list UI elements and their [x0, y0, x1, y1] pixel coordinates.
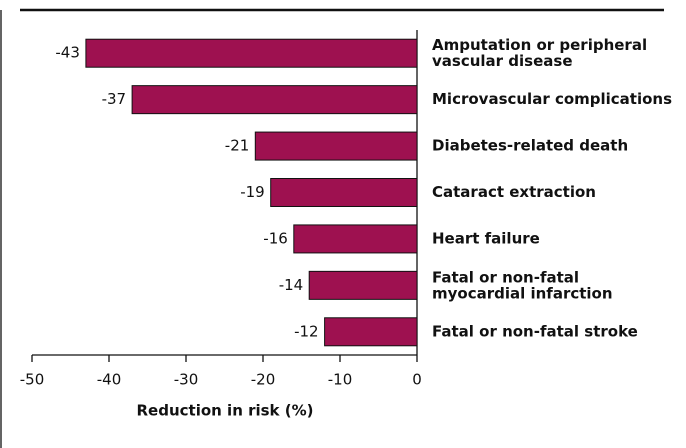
- x-tick-label: 0: [412, 371, 422, 389]
- value-label: -21: [225, 137, 250, 155]
- x-tick-label: -30: [174, 371, 199, 389]
- category-label: Heart failure: [432, 229, 540, 247]
- bar: [85, 38, 418, 68]
- x-axis-label: Reduction in risk (%): [137, 402, 314, 420]
- x-tick-label: -20: [251, 371, 276, 389]
- value-label: -43: [55, 44, 80, 62]
- bar: [131, 85, 418, 115]
- bar: [270, 178, 418, 207]
- category-label: Cataract extraction: [432, 183, 596, 201]
- category-label: Microvascular complications: [432, 90, 672, 108]
- value-label: -16: [263, 229, 288, 247]
- category-label: Diabetes-related death: [432, 137, 628, 155]
- value-label: -14: [279, 276, 304, 294]
- x-tick-label: -40: [97, 371, 122, 389]
- category-label: Fatal or non-fatal myocardial infarction: [432, 268, 613, 302]
- x-tick-label: -50: [20, 371, 45, 389]
- value-label: -37: [102, 90, 127, 108]
- category-label: Amputation or peripheral vascular disease: [432, 36, 647, 70]
- bar: [308, 270, 418, 300]
- category-label: Fatal or non-fatal stroke: [432, 322, 638, 340]
- value-label: -12: [294, 322, 319, 340]
- x-tick-label: -10: [328, 371, 353, 389]
- bar: [324, 317, 418, 347]
- value-label: -19: [240, 183, 265, 201]
- bar: [293, 224, 418, 254]
- bar: [254, 131, 418, 161]
